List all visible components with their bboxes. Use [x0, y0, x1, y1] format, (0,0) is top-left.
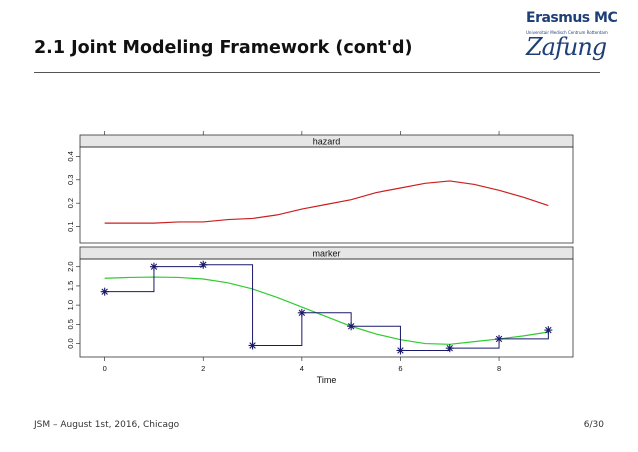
observed-point-stroke	[347, 323, 355, 330]
observed-point	[100, 287, 109, 296]
observed-point	[149, 262, 158, 271]
observed-point-stroke	[249, 342, 256, 349]
observed-point-stroke	[397, 347, 404, 354]
observed-point	[495, 334, 504, 343]
marker-panel: marker 0.0 0.5 1.0 1.5 2.0 0 2 4 6 8 Time	[66, 246, 574, 385]
observed-point	[297, 308, 306, 317]
y-tick-label: 1.5	[66, 281, 75, 291]
hazard-line	[104, 180, 549, 224]
y-tick-label: 0.4	[66, 151, 75, 161]
x-tick-label: 4	[300, 364, 304, 373]
observed-point	[396, 346, 405, 355]
observed-point-stroke	[495, 335, 503, 343]
y-tick-label: 2.0	[66, 261, 75, 271]
observed-point-stroke	[150, 263, 158, 270]
marker-fitted-line	[104, 276, 549, 345]
observed-point	[544, 326, 553, 335]
observed-point	[445, 344, 454, 353]
y-tick-label: 1.0	[66, 300, 75, 310]
x-tick-label: 6	[398, 364, 402, 373]
observed-point-stroke	[200, 261, 207, 268]
observed-point	[248, 341, 257, 350]
x-tick-label: 2	[201, 364, 205, 373]
x-tick-label: 0	[103, 364, 107, 373]
y-tick-label: 0.1	[66, 221, 75, 231]
x-axis-label: Time	[317, 375, 337, 385]
erasmus-mc-logo: Erasmus MC Universitair Medisch Centrum …	[512, 10, 618, 70]
observed-point	[199, 260, 208, 269]
strip-label: hazard	[313, 137, 341, 147]
observed-point-stroke	[446, 344, 453, 352]
observed-point-stroke	[298, 309, 306, 317]
observed-point	[347, 322, 356, 331]
logo-script: Zafung	[526, 33, 607, 61]
title-divider	[34, 72, 600, 73]
logo-tagline: Universitair Medisch Centrum Rotterdam	[526, 30, 608, 35]
observed-point-stroke	[545, 326, 552, 334]
panel-frame	[79, 146, 574, 244]
logo-wordmark: Erasmus MC	[526, 10, 618, 26]
observed-point-stroke	[101, 288, 108, 295]
footer-left: JSM – August 1st, 2016, Chicago	[34, 420, 180, 430]
slide-title: 2.1 Joint Modeling Framework (cont'd)	[34, 38, 413, 58]
y-tick-label: 0.5	[66, 319, 75, 329]
y-tick-label: 0.3	[66, 175, 75, 185]
y-tick-label: 0.0	[66, 338, 75, 348]
panel-frame	[79, 258, 574, 358]
strip-label: marker	[312, 249, 340, 259]
x-tick-label: 8	[497, 364, 501, 373]
hazard-panel: hazard 0.1 0.2 0.3 0.4	[66, 131, 574, 244]
y-tick-label: 0.2	[66, 198, 75, 208]
page-number: 6/30	[583, 420, 604, 430]
